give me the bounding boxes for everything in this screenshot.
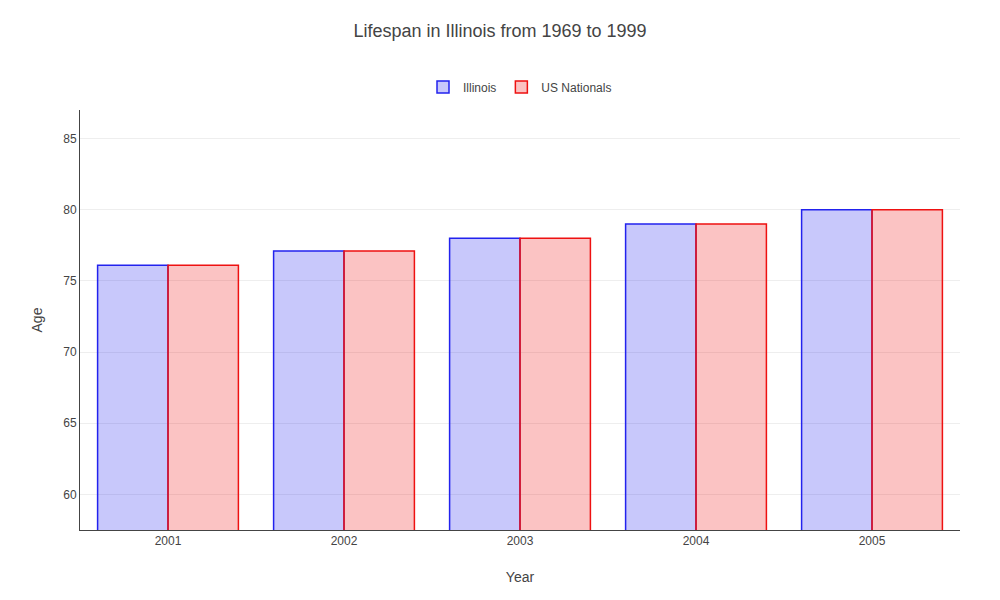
svg-text:2002: 2002 (331, 534, 358, 548)
svg-text:2004: 2004 (683, 534, 710, 548)
svg-text:70: 70 (63, 345, 77, 359)
svg-text:2005: 2005 (859, 534, 886, 548)
svg-text:2003: 2003 (507, 534, 534, 548)
svg-text:65: 65 (63, 416, 77, 430)
svg-text:75: 75 (63, 274, 77, 288)
svg-text:60: 60 (63, 488, 77, 502)
svg-text:Age: Age (29, 307, 45, 332)
svg-text:Lifespan in Illinois from 1969: Lifespan in Illinois from 1969 to 1999 (353, 21, 646, 41)
svg-text:2001: 2001 (155, 534, 182, 548)
svg-text:Illinois: Illinois (463, 81, 496, 95)
svg-text:85: 85 (63, 132, 77, 146)
svg-text:Year: Year (506, 569, 535, 585)
svg-text:US Nationals: US Nationals (541, 81, 611, 95)
svg-text:80: 80 (63, 203, 77, 217)
